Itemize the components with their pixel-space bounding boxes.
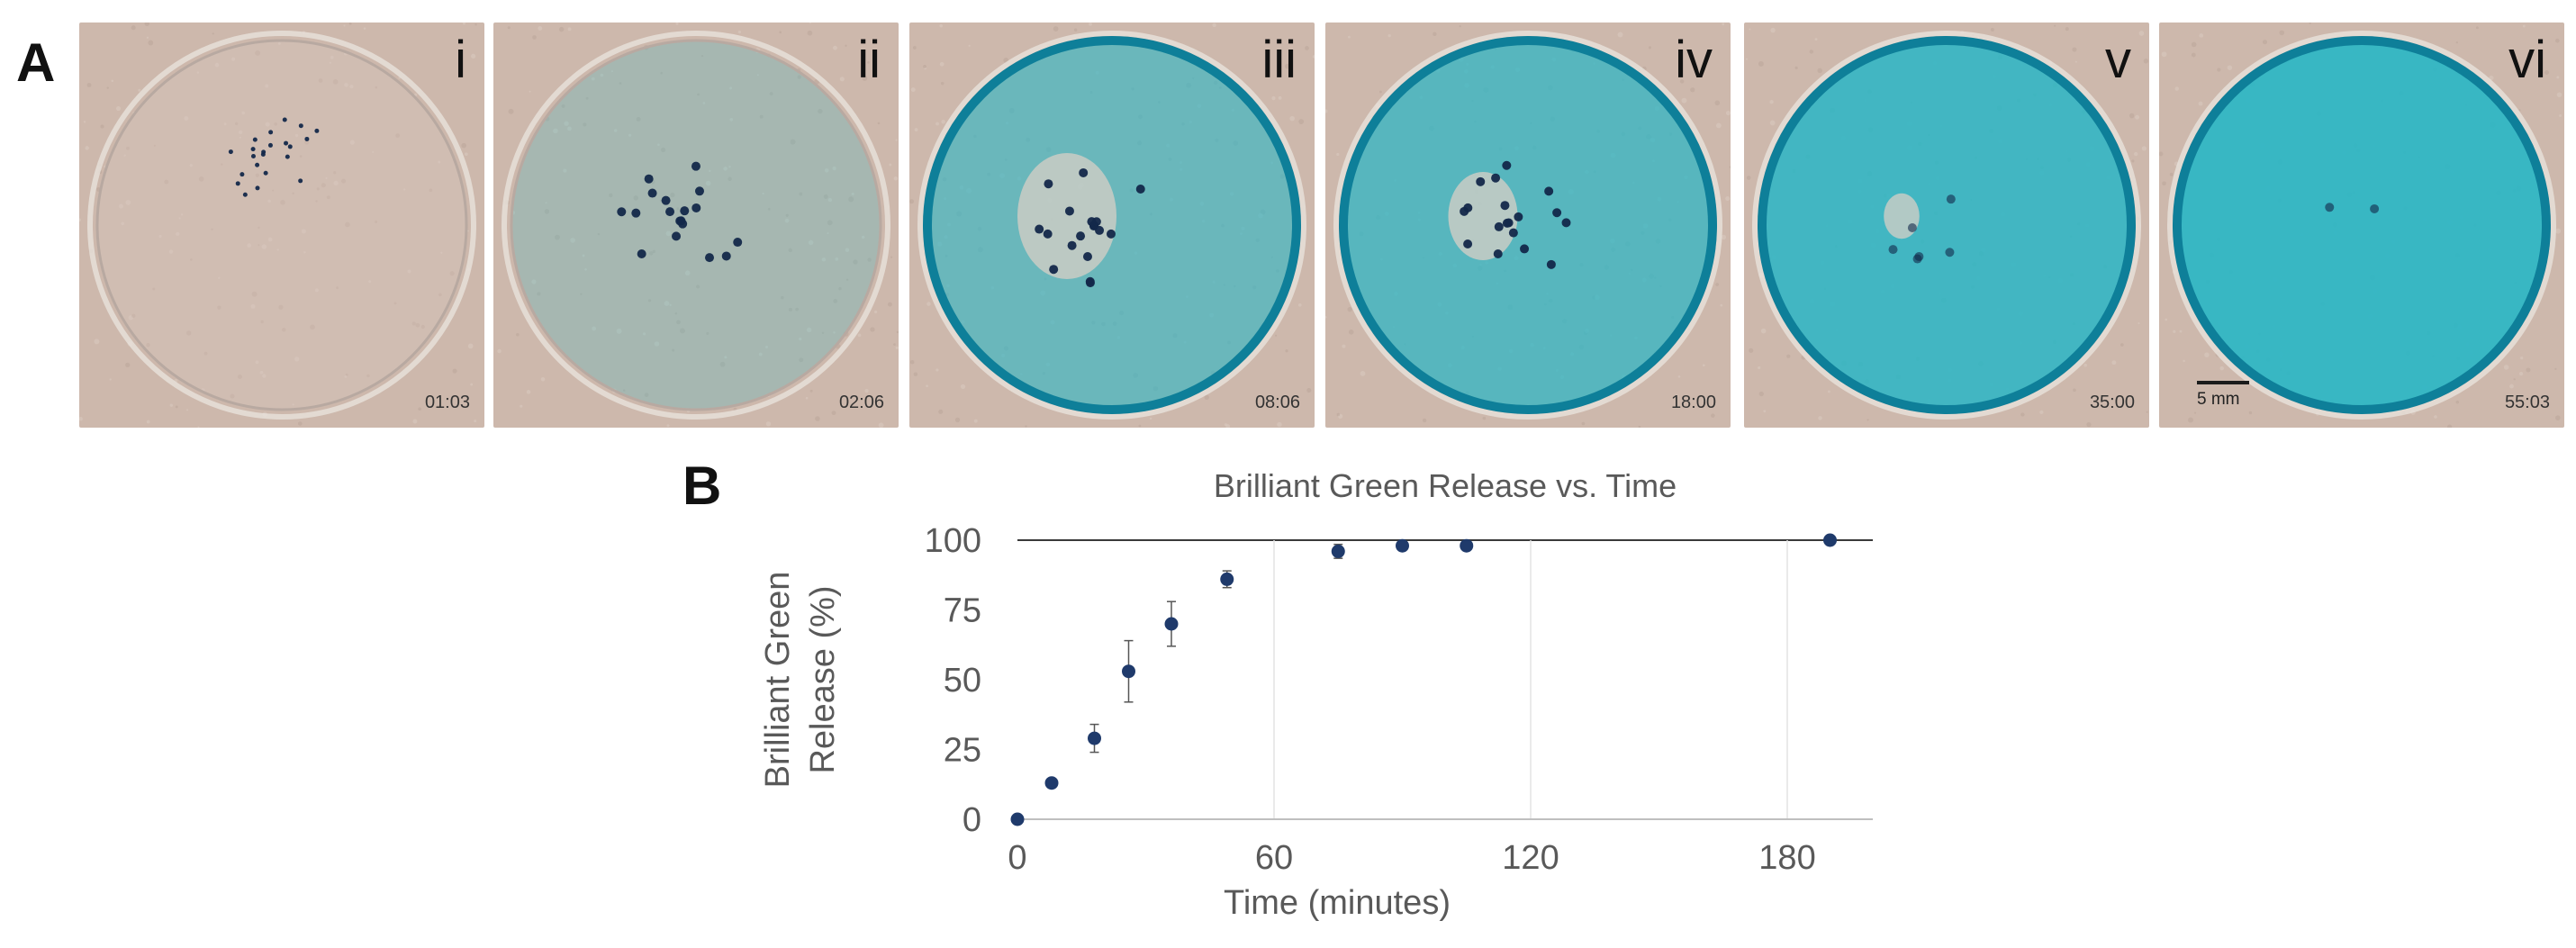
data-point (1460, 538, 1474, 553)
scale-bar: 5 mm (2197, 381, 2249, 410)
y-tick-label: 25 (944, 732, 981, 770)
data-point (1164, 617, 1179, 631)
dish-timestamp: 18:00 (1670, 393, 1716, 412)
panel-a-label: A (16, 32, 56, 93)
petri-dish-panel: iii 08:06 (909, 23, 1315, 428)
y-axis-title-line2: Release (%) (804, 585, 842, 773)
petri-dish-panel: ii 02:06 (493, 23, 899, 428)
petri-dish-photo (909, 23, 1315, 428)
petri-dish-photo (1745, 24, 2149, 428)
dish-timestamp: 08:06 (1254, 393, 1300, 412)
petri-dish-photo (497, 23, 899, 428)
release-chart: Brilliant Green Release vs. Time 0 25 50 75 1… (759, 467, 1873, 922)
data-point (1122, 664, 1135, 679)
data-point (1044, 776, 1059, 790)
petri-dish-photo (2159, 23, 2562, 428)
data-point (1088, 731, 1101, 745)
petri-dish-panel: v 35:00 (1744, 23, 2149, 428)
scale-bar-label: 5 mm (2197, 390, 2240, 409)
petri-dish-photo (79, 23, 477, 428)
x-tick-label: 0 (1008, 839, 1026, 877)
x-tick-label: 120 (1502, 839, 1559, 877)
dish-timestamp: 02:06 (838, 393, 884, 412)
scale-bar-line (2197, 381, 2249, 384)
y-tick-label: 50 (944, 662, 981, 700)
y-tick-label: 100 (925, 522, 981, 560)
dish-label: ii (857, 31, 881, 89)
x-tick-label: 180 (1758, 839, 1815, 877)
y-tick-label: 75 (944, 592, 981, 630)
data-point (1010, 812, 1025, 826)
petri-dish-panel: iv 18:00 (1325, 23, 1731, 428)
y-tick-label: 0 (963, 801, 981, 839)
petri-dish-panel: vi 55:03 5 mm (2159, 23, 2564, 428)
dish-label: v (2105, 31, 2131, 89)
dish-label: iv (1675, 31, 1713, 89)
x-axis-title: Time (minutes) (1224, 884, 1451, 922)
petri-dish-panel: i 01:03 (79, 23, 484, 428)
data-point (1331, 544, 1345, 558)
data-point (1396, 538, 1409, 553)
dish-timestamp: 01:03 (424, 393, 470, 412)
data-point (1220, 572, 1234, 586)
x-tick-label: 60 (1255, 839, 1293, 877)
dish-timestamp: 35:00 (2089, 393, 2135, 412)
data-point (1823, 533, 1837, 547)
dish-timestamp: 55:03 (2504, 393, 2550, 412)
y-axis-title-line1: Brilliant Green (759, 572, 797, 789)
dish-label: i (455, 31, 466, 89)
panel-b-label: B (682, 456, 722, 516)
dish-label: iii (1261, 31, 1297, 89)
dish-label: vi (2508, 31, 2546, 89)
chart-title: Brilliant Green Release vs. Time (1214, 467, 1677, 504)
petri-dish-photo (1325, 23, 1731, 428)
